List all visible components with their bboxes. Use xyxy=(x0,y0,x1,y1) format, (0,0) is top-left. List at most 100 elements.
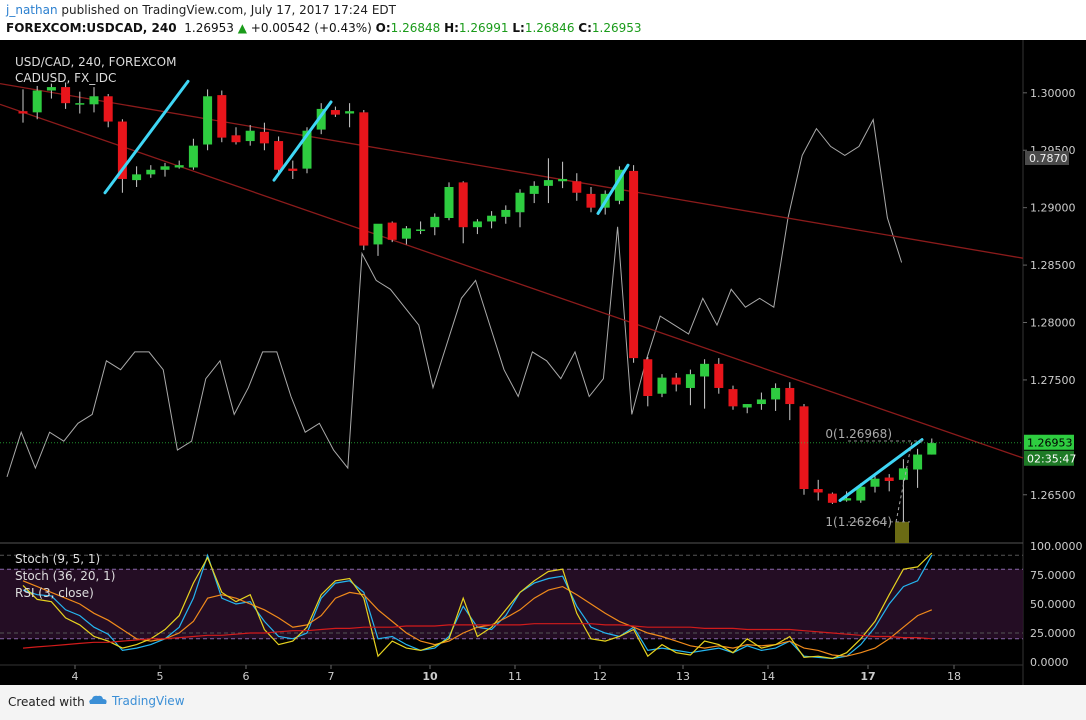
candle-body xyxy=(629,170,639,359)
indicator-y-tick: 0.0000 xyxy=(1030,656,1069,669)
chart-header: j_nathan published on TradingView.com, J… xyxy=(0,0,1086,40)
chart-area[interactable]: USD/CAD, 240, FOREXCOM CADUSD, FX_IDC 0(… xyxy=(0,40,1086,685)
drawing-trend-line xyxy=(838,438,924,503)
candle-body xyxy=(387,222,397,240)
x-tick-label: 5 xyxy=(157,670,164,683)
low-value: 1.26846 xyxy=(524,21,575,35)
candle-body xyxy=(472,221,482,228)
indicator-legend: Stoch (36, 20, 1) xyxy=(15,569,115,583)
close-value: 1.26953 xyxy=(591,21,642,35)
fib-label-1: 1(1.26264) xyxy=(825,515,892,529)
countdown-tag xyxy=(1024,450,1074,466)
x-tick-label: 17 xyxy=(860,670,875,683)
y-tick-label: 1.28500 xyxy=(1030,259,1076,272)
x-tick-label: 10 xyxy=(422,670,438,683)
candle-body xyxy=(203,96,213,145)
candle-body xyxy=(643,359,653,397)
candle-body xyxy=(132,174,142,181)
candle-body xyxy=(316,108,326,130)
candle-body xyxy=(543,180,553,186)
candle-body xyxy=(416,229,426,231)
candle-body xyxy=(898,468,908,480)
fib-diagonal xyxy=(895,440,913,522)
low-label: L: xyxy=(512,21,525,35)
overlay-value-text: 0.7870 xyxy=(1029,152,1068,165)
candle-body xyxy=(870,478,880,487)
candle-body xyxy=(288,168,298,171)
candle-body xyxy=(685,374,695,388)
x-tick-label: 18 xyxy=(947,670,961,683)
tradingview-brand: TradingView xyxy=(112,694,185,708)
range-marker-box xyxy=(895,521,909,543)
candle-body xyxy=(842,498,852,501)
candle-body xyxy=(32,90,42,113)
candle-body xyxy=(558,178,568,182)
created-with-text: Created with xyxy=(8,695,85,709)
stoch-band xyxy=(0,569,1023,639)
indicator-y-tick: 100.0000 xyxy=(1030,540,1083,553)
candle-body xyxy=(373,223,383,245)
x-tick-label: 12 xyxy=(593,670,607,683)
candle-body xyxy=(274,141,284,170)
last-price-tag-text: 1.26953 xyxy=(1027,437,1073,450)
chart-title: USD/CAD, 240, FOREXCOM xyxy=(15,55,176,69)
publish-info: j_nathan published on TradingView.com, J… xyxy=(6,3,396,17)
indicator-series-4 xyxy=(22,623,932,649)
candle-body xyxy=(657,377,667,394)
open-value: 1.26848 xyxy=(390,21,441,35)
candle-body xyxy=(259,131,269,144)
candle-body xyxy=(117,121,127,179)
high-value: 1.26991 xyxy=(458,21,509,35)
candle-body xyxy=(529,185,539,194)
candle-body xyxy=(742,404,752,408)
indicator-series-3 xyxy=(22,552,933,660)
candle-body xyxy=(46,87,56,91)
drawing-trend-line xyxy=(103,79,190,195)
price-change: +0.00542 (+0.43%) xyxy=(250,21,372,35)
candle-body xyxy=(700,363,710,377)
candle-body xyxy=(217,95,227,138)
indicator-y-tick: 50.0000 xyxy=(1030,598,1076,611)
candle-body xyxy=(302,130,312,169)
author-link[interactable]: j_nathan xyxy=(6,3,58,17)
footer: Created with TradingView xyxy=(0,685,1086,720)
y-tick-label: 1.28000 xyxy=(1030,317,1076,330)
candle-body xyxy=(884,477,894,481)
candle-body xyxy=(586,193,596,208)
x-tick-label: 6 xyxy=(243,670,250,683)
candle-body xyxy=(856,486,866,501)
published-text: published on TradingView.com, July 17, 2… xyxy=(61,3,397,17)
y-tick-label: 1.27500 xyxy=(1030,374,1076,387)
candle-body xyxy=(714,363,724,388)
chart-svg[interactable]: USD/CAD, 240, FOREXCOM CADUSD, FX_IDC 0(… xyxy=(0,40,1086,685)
candle-body xyxy=(671,377,681,385)
candle-body xyxy=(75,103,85,105)
x-tick-label: 14 xyxy=(761,670,775,683)
candle-body xyxy=(103,96,113,122)
y-tick-label: 1.29000 xyxy=(1030,202,1076,215)
x-tick-label: 7 xyxy=(328,670,335,683)
indicator-y-tick: 25.0000 xyxy=(1030,627,1076,640)
candle-body xyxy=(827,493,837,503)
candle-body xyxy=(444,186,454,219)
candle-body xyxy=(756,399,766,405)
overlay-label: CADUSD, FX_IDC xyxy=(15,71,116,85)
candle-body xyxy=(231,135,241,143)
x-tick-label: 13 xyxy=(676,670,690,683)
tradingview-link[interactable]: TradingView xyxy=(88,694,185,708)
open-label: O: xyxy=(375,21,391,35)
candle-body xyxy=(174,165,184,168)
candle-body xyxy=(785,387,795,405)
candle-body xyxy=(458,182,468,228)
drawing-trend-line xyxy=(272,100,333,182)
candle-body xyxy=(501,209,511,217)
close-label: C: xyxy=(578,21,592,35)
candle-body xyxy=(572,181,582,193)
symbol-ohlc-line: FOREXCOM:USDCAD, 240 1.26953 ▲ +0.00542 … xyxy=(6,21,642,35)
candle-body xyxy=(913,454,923,470)
candle-body xyxy=(927,443,937,455)
candle-body xyxy=(515,192,525,213)
last-price: 1.26953 xyxy=(184,21,234,35)
up-arrow-icon: ▲ xyxy=(237,21,247,35)
candle-body xyxy=(771,387,781,400)
